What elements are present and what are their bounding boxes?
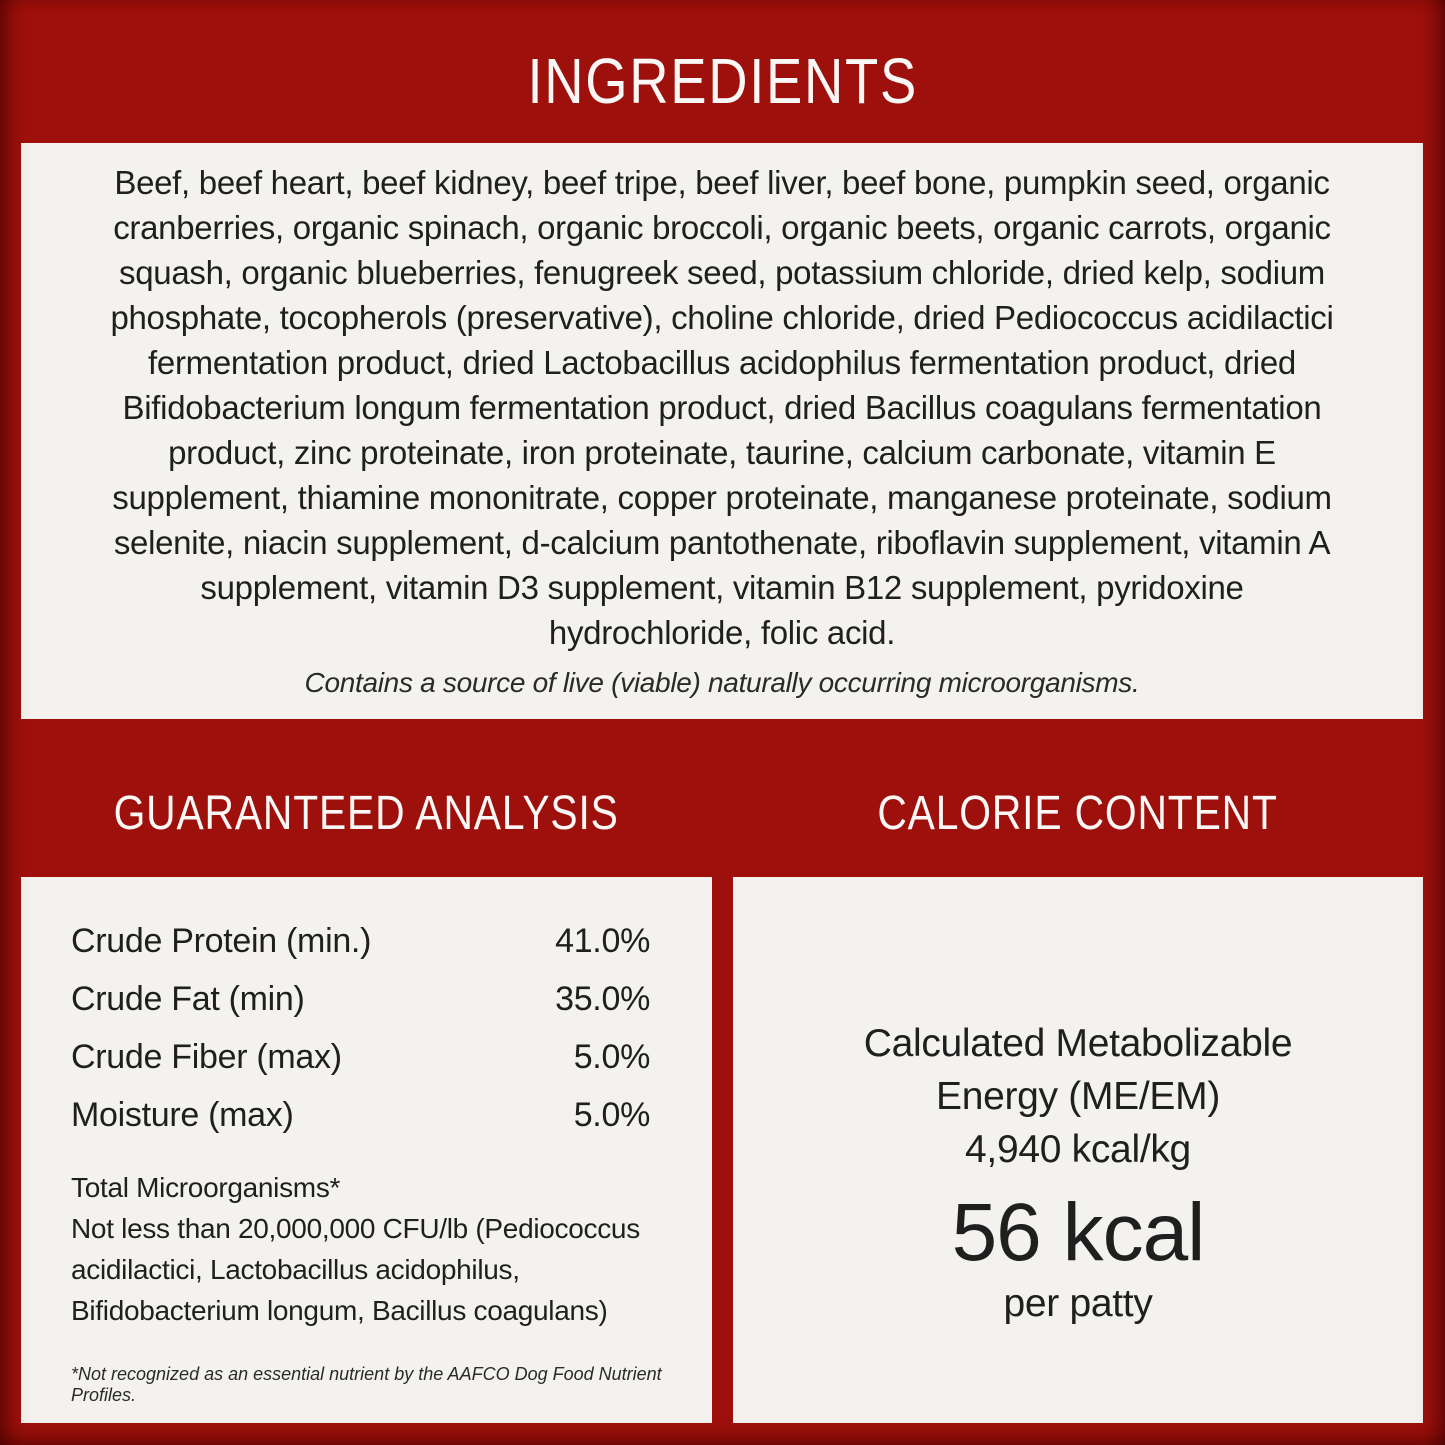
ingredients-text: Beef, beef heart, beef kidney, beef trip…	[110, 163, 1334, 651]
kcal-per-patty-unit: per patty	[1003, 1282, 1153, 1325]
analysis-value: 35.0%	[555, 980, 650, 1018]
ingredients-title-text: INGREDIENTS	[527, 45, 918, 117]
calorie-content-title: CALORIE CONTENT	[733, 786, 1423, 841]
guaranteed-analysis-title: GUARANTEED ANALYSIS	[21, 786, 712, 841]
ingredients-panel: Beef, beef heart, beef kidney, beef trip…	[21, 143, 1423, 719]
analysis-label: Crude Fiber (max)	[71, 1038, 342, 1076]
guaranteed-analysis-title-text: GUARANTEED ANALYSIS	[113, 787, 620, 840]
guaranteed-analysis-table: Crude Protein (min.) 41.0% Crude Fat (mi…	[71, 923, 650, 1133]
metabolizable-energy-value: 4,940 kcal/kg	[965, 1128, 1191, 1171]
microorganisms-block: Total Microorganisms* Not less than 20,0…	[71, 1167, 672, 1331]
analysis-row-crude-fiber: Crude Fiber (max) 5.0%	[71, 1039, 650, 1075]
ingredients-microorganisms-note: Contains a source of live (viable) natur…	[304, 666, 1140, 698]
microorganisms-title: Total Microorganisms*	[71, 1172, 341, 1203]
analysis-label: Crude Fat (min)	[71, 980, 305, 1018]
analysis-value: 5.0%	[573, 1096, 651, 1134]
microorganisms-text: Not less than 20,000,000 CFU/lb (Pedioco…	[71, 1213, 640, 1326]
kcal-per-patty-value: 56 kcal	[951, 1187, 1206, 1278]
analysis-label: Crude Protein (min.)	[71, 922, 372, 960]
analysis-value: 5.0%	[573, 1038, 651, 1076]
analysis-label: Moisture (max)	[71, 1096, 294, 1134]
metabolizable-energy-label: Calculated Metabolizable Energy (ME/EM)	[863, 1022, 1293, 1118]
analysis-value: 41.0%	[555, 922, 650, 960]
aafco-footnote: *Not recognized as an essential nutrient…	[71, 1364, 662, 1405]
analysis-row-moisture: Moisture (max) 5.0%	[71, 1097, 650, 1133]
calorie-content-title-text: CALORIE CONTENT	[877, 787, 1279, 840]
calorie-content-panel: Calculated Metabolizable Energy (ME/EM) …	[733, 877, 1423, 1423]
analysis-row-crude-protein: Crude Protein (min.) 41.0%	[71, 923, 650, 959]
page-title: INGREDIENTS	[0, 44, 1445, 118]
analysis-row-crude-fat: Crude Fat (min) 35.0%	[71, 981, 650, 1017]
guaranteed-analysis-panel: Crude Protein (min.) 41.0% Crude Fat (mi…	[21, 877, 712, 1423]
